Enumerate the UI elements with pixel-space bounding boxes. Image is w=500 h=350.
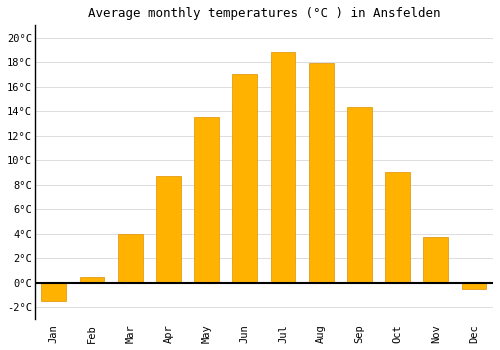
Bar [156, 176, 181, 283]
Bar [232, 74, 257, 283]
Bar [424, 237, 448, 283]
Bar [270, 52, 295, 283]
Bar [80, 276, 104, 283]
Bar [347, 107, 372, 283]
Bar [462, 283, 486, 289]
Bar [118, 234, 142, 283]
Bar [385, 172, 410, 283]
Bar [42, 283, 66, 301]
Title: Average monthly temperatures (°C ) in Ansfelden: Average monthly temperatures (°C ) in An… [88, 7, 440, 20]
Bar [309, 63, 334, 283]
Bar [194, 117, 219, 283]
